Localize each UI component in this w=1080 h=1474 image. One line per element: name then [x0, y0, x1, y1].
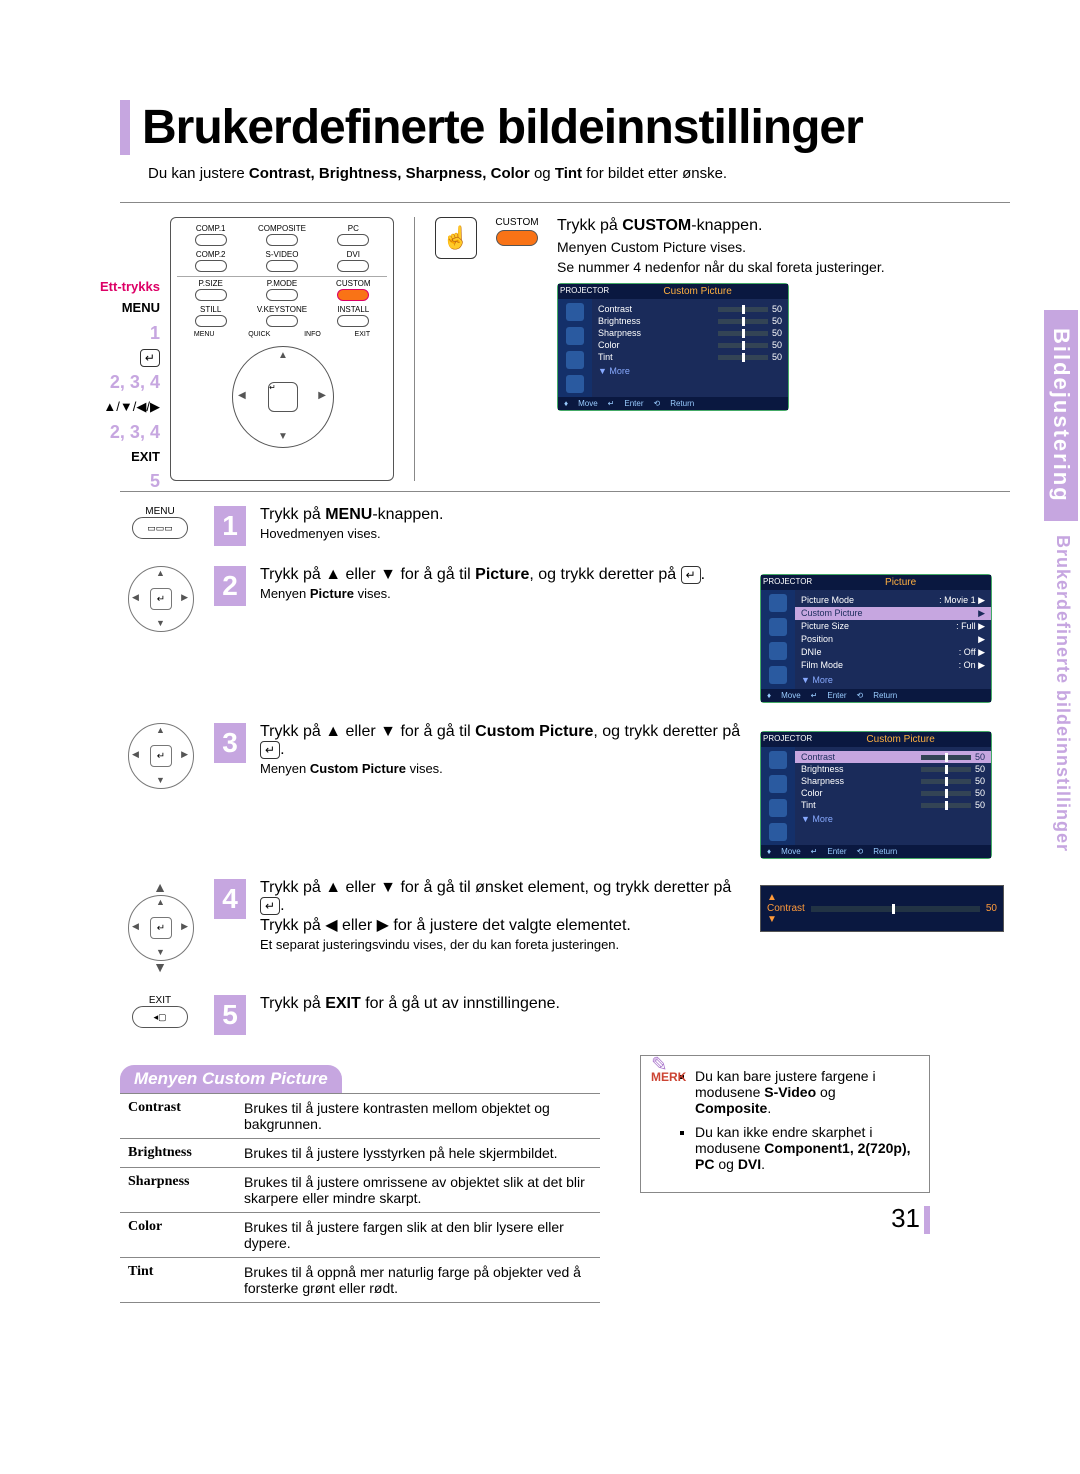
step4-text-1: Trykk på ▲ eller ▼ for å gå til ønsket e…	[260, 879, 746, 915]
side-tab-section: Bildejustering	[1044, 310, 1078, 521]
osd-custom-picture-2: PROJECTORCustom Picture Contrast50Bright…	[760, 731, 992, 859]
step-number-2: 2	[214, 566, 246, 606]
note-box: ✎ MERK Du kan bare justere fargene i mod…	[640, 1055, 930, 1193]
step1-text: Trykk på MENU-knappen.	[260, 506, 746, 524]
step0-title: Trykk på CUSTOM-knappen.	[557, 217, 885, 235]
step4-icon: ▲ ↵ ▲▼ ◀▶ ▼	[120, 879, 200, 975]
step-number-4: 4	[214, 879, 246, 919]
intro-text: Du kan justere Contrast, Brightness, Sha…	[148, 165, 1010, 182]
step3-sub: Menyen Custom Picture vises.	[260, 761, 746, 776]
step5-icon: EXIT ◂▢	[120, 995, 200, 1028]
side-tab: Bildejustering Brukerdefinerte bildeinns…	[1044, 310, 1080, 960]
remote-diagram: COMP.1COMPOSITEPC COMP.2S-VIDEODVI P.SIZ…	[170, 217, 394, 481]
osd-picture-menu: PROJECTORPicture Picture Mode: Movie 1 ▶…	[760, 574, 992, 703]
osd-custom-picture: PROJECTORCustom Picture Contrast50Bright…	[557, 283, 789, 411]
step-number-5: 5	[214, 995, 246, 1035]
step1-icon: MENU ▭▭▭	[120, 506, 200, 539]
step2-text: Trykk på ▲ eller ▼ for å gå til Picture,…	[260, 566, 746, 584]
step-number-1: 1	[214, 506, 246, 546]
adjustment-bar: ▲ Contrast50 ▼	[760, 885, 1004, 932]
step5-text: Trykk på EXIT for å gå ut av innstilling…	[260, 995, 746, 1013]
cp-table-header: Menyen Custom Picture	[120, 1065, 342, 1093]
custom-picture-table: ContrastBrukes til å justere kontrasten …	[120, 1093, 600, 1303]
step4-text-2: Trykk på ◀ eller ▶ for å justere det val…	[260, 915, 746, 935]
step-number-3: 3	[214, 723, 246, 763]
hand-icon: ☝	[435, 217, 477, 259]
note-item-1: Du kan bare justere fargene i modusene S…	[695, 1068, 915, 1116]
side-tab-page: Brukerdefinerte bildeinnstillinger	[1044, 521, 1080, 866]
step2-sub: Menyen Picture vises.	[260, 586, 746, 601]
step3-text: Trykk på ▲ eller ▼ for å gå til Custom P…	[260, 723, 746, 759]
step2-icon: ↵ ▲▼ ◀▶	[120, 566, 200, 630]
page-number: 31	[640, 1203, 930, 1234]
note-item-2: Du kan ikke endre skarphet i modusene Co…	[695, 1124, 915, 1172]
custom-button-icon: CUSTOM	[487, 217, 547, 248]
remote-side-labels: Ett-trykks MENU 1 ↵ 2, 3, 4 ▲/▼/◀/▶ 2, 3…	[100, 277, 160, 496]
step3-icon: ↵ ▲▼ ◀▶	[120, 723, 200, 787]
page-title: Brukerdefinerte bildeinnstillinger	[142, 100, 1010, 155]
